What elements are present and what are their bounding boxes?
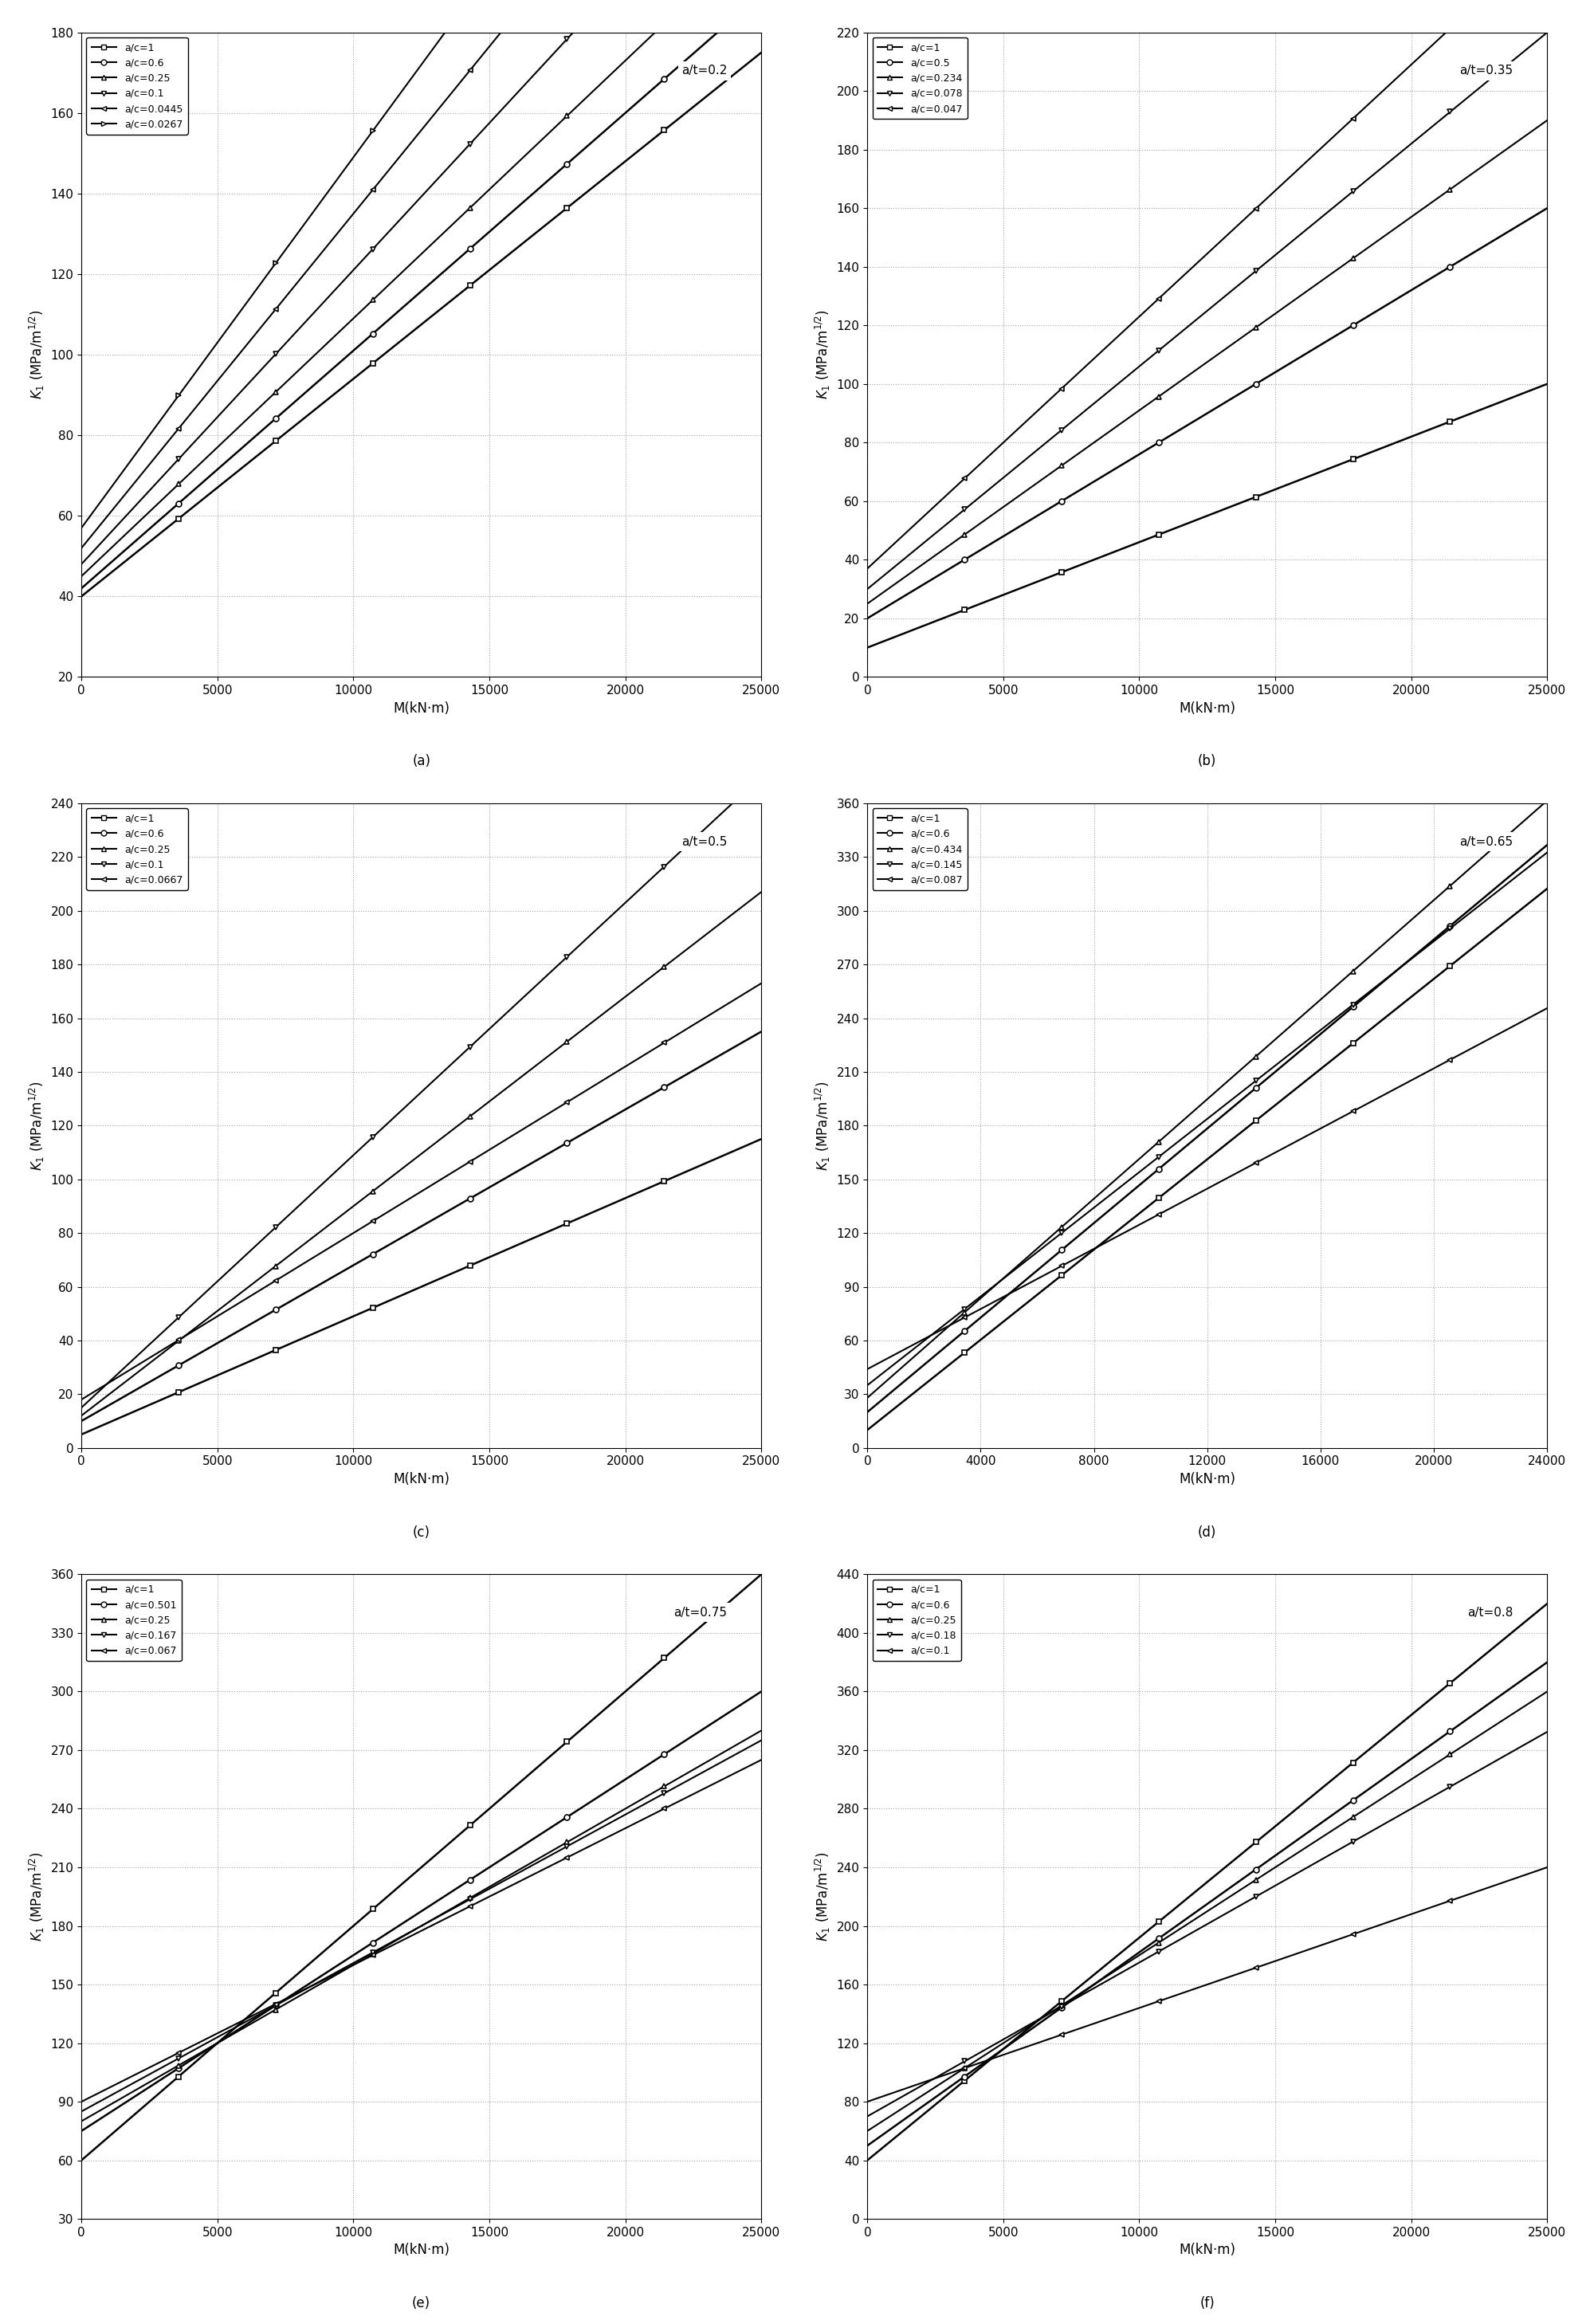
Legend: a/c=1, a/c=0.6, a/c=0.25, a/c=0.18, a/c=0.1: a/c=1, a/c=0.6, a/c=0.25, a/c=0.18, a/c=… bbox=[872, 1580, 961, 1662]
X-axis label: M(kN·m): M(kN·m) bbox=[1180, 702, 1235, 716]
X-axis label: M(kN·m): M(kN·m) bbox=[394, 702, 450, 716]
Legend: a/c=1, a/c=0.6, a/c=0.25, a/c=0.1, a/c=0.0445, a/c=0.0267: a/c=1, a/c=0.6, a/c=0.25, a/c=0.1, a/c=0… bbox=[86, 37, 188, 135]
Text: a/t=0.65: a/t=0.65 bbox=[1460, 837, 1513, 848]
Legend: a/c=1, a/c=0.501, a/c=0.25, a/c=0.167, a/c=0.067: a/c=1, a/c=0.501, a/c=0.25, a/c=0.167, a… bbox=[86, 1580, 182, 1662]
Text: (f): (f) bbox=[1200, 2296, 1215, 2310]
Y-axis label: $K_1$ (MPa/m$^{1/2}$): $K_1$ (MPa/m$^{1/2}$) bbox=[27, 1852, 46, 1941]
Text: a/t=0.35: a/t=0.35 bbox=[1460, 65, 1513, 77]
Legend: a/c=1, a/c=0.5, a/c=0.234, a/c=0.078, a/c=0.047: a/c=1, a/c=0.5, a/c=0.234, a/c=0.078, a/… bbox=[872, 37, 968, 119]
X-axis label: M(kN·m): M(kN·m) bbox=[1180, 2243, 1235, 2257]
X-axis label: M(kN·m): M(kN·m) bbox=[1180, 1471, 1235, 1487]
Y-axis label: $K_1$ (MPa/m$^{1/2}$): $K_1$ (MPa/m$^{1/2}$) bbox=[27, 1081, 46, 1171]
Text: (e): (e) bbox=[413, 2296, 430, 2310]
Text: (b): (b) bbox=[1199, 755, 1216, 769]
Text: a/t=0.5: a/t=0.5 bbox=[682, 837, 727, 848]
Y-axis label: $K_1$ (MPa/m$^{1/2}$): $K_1$ (MPa/m$^{1/2}$) bbox=[813, 309, 832, 400]
Legend: a/c=1, a/c=0.6, a/c=0.434, a/c=0.145, a/c=0.087: a/c=1, a/c=0.6, a/c=0.434, a/c=0.145, a/… bbox=[872, 809, 968, 890]
Text: a/t=0.2: a/t=0.2 bbox=[682, 65, 727, 77]
Legend: a/c=1, a/c=0.6, a/c=0.25, a/c=0.1, a/c=0.0667: a/c=1, a/c=0.6, a/c=0.25, a/c=0.1, a/c=0… bbox=[86, 809, 188, 890]
Text: (c): (c) bbox=[413, 1525, 430, 1538]
Text: a/t=0.75: a/t=0.75 bbox=[674, 1606, 727, 1618]
Text: (d): (d) bbox=[1199, 1525, 1216, 1538]
Y-axis label: $K_1$ (MPa/m$^{1/2}$): $K_1$ (MPa/m$^{1/2}$) bbox=[813, 1852, 832, 1941]
X-axis label: M(kN·m): M(kN·m) bbox=[394, 1471, 450, 1487]
Text: (a): (a) bbox=[413, 755, 430, 769]
X-axis label: M(kN·m): M(kN·m) bbox=[394, 2243, 450, 2257]
Y-axis label: $K_1$ (MPa/m$^{1/2}$): $K_1$ (MPa/m$^{1/2}$) bbox=[813, 1081, 832, 1171]
Text: a/t=0.8: a/t=0.8 bbox=[1468, 1606, 1513, 1618]
Y-axis label: $K_1$ (MPa/m$^{1/2}$): $K_1$ (MPa/m$^{1/2}$) bbox=[27, 309, 46, 400]
